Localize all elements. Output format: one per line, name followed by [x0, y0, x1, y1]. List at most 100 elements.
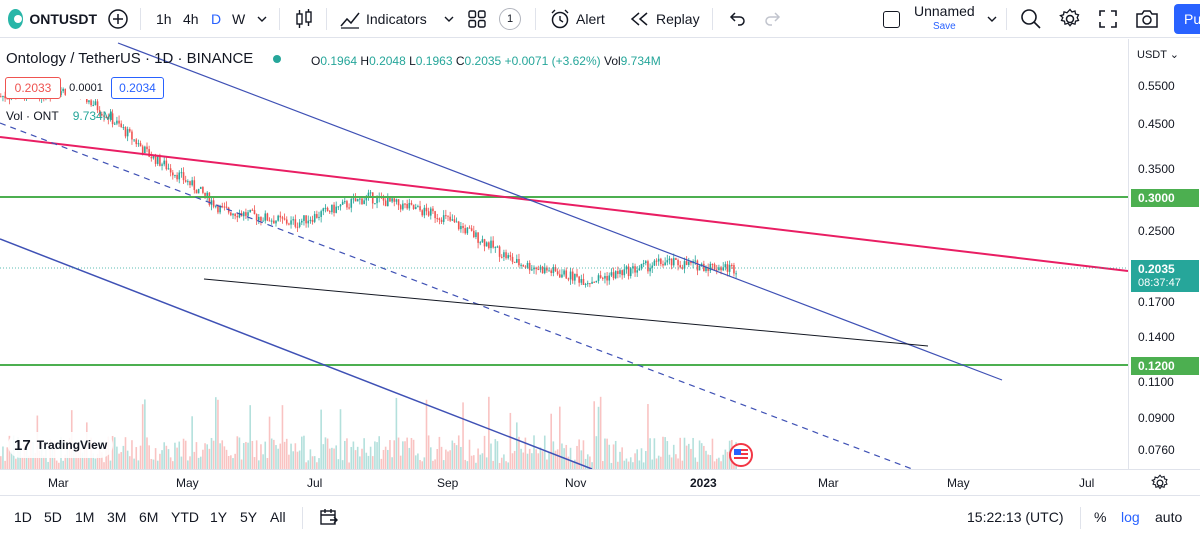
- layout-name-button[interactable]: Unnamed Save: [914, 0, 975, 38]
- tradingview-watermark[interactable]: 17 TradingView: [8, 432, 114, 458]
- volume-bar: [184, 440, 187, 469]
- indicators-label: Indicators: [366, 11, 427, 27]
- range-5y[interactable]: 5Y: [240, 509, 258, 525]
- candle-body: [638, 268, 641, 271]
- volume-bar: [206, 444, 208, 469]
- candle-body: [126, 129, 129, 137]
- volume-legend[interactable]: Vol · ONT 9.734M: [6, 109, 113, 123]
- candle-body: [217, 206, 219, 213]
- candle-body: [614, 271, 617, 279]
- chart-pane[interactable]: Ontology / TetherUS · 1D · BINANCE O0.19…: [0, 39, 1128, 469]
- layout-checkbox[interactable]: [883, 0, 900, 38]
- candle-body: [120, 123, 122, 128]
- candle-body: [608, 275, 611, 281]
- symbol-search-button[interactable]: ONTUSDT: [2, 4, 97, 34]
- alert-button[interactable]: Alert: [549, 0, 605, 38]
- buy-button[interactable]: 0.2034: [111, 77, 164, 99]
- volume-bar: [77, 447, 79, 469]
- snapshot-button[interactable]: [1135, 0, 1159, 38]
- layout-dropdown-button[interactable]: [986, 0, 998, 38]
- blue-channel-upper-line[interactable]: [117, 42, 1003, 381]
- scale-settings-button[interactable]: [1151, 474, 1169, 495]
- candle-body: [550, 270, 552, 273]
- redo-button[interactable]: [763, 0, 783, 38]
- volume-bar: [688, 443, 690, 469]
- auto-scale-toggle[interactable]: auto: [1155, 509, 1183, 525]
- volume-bar: [25, 449, 28, 469]
- log-scale-toggle[interactable]: log: [1121, 509, 1140, 525]
- timeframe-4h[interactable]: 4h: [183, 11, 199, 27]
- volume-bar: [242, 443, 245, 469]
- range-6m[interactable]: 6M: [139, 509, 159, 525]
- volume-bar: [197, 457, 200, 469]
- compare-symbol-button[interactable]: [107, 0, 129, 38]
- fullscreen-button[interactable]: [1098, 0, 1118, 38]
- black-support-trendline[interactable]: [203, 278, 929, 347]
- candle-body: [212, 200, 215, 207]
- volume-bar: [215, 397, 217, 469]
- templates-button[interactable]: [467, 0, 487, 38]
- candle-body: [135, 139, 138, 145]
- range-1d[interactable]: 1D: [14, 509, 32, 525]
- currency-selector[interactable]: USDT ⌄: [1137, 49, 1180, 61]
- indicators-button[interactable]: Indicators: [339, 0, 427, 38]
- search-button[interactable]: [1020, 0, 1042, 38]
- layout-save-label: Save: [932, 21, 956, 32]
- settings-button[interactable]: [1059, 0, 1081, 38]
- candle-body: [367, 192, 370, 197]
- candle-body: [324, 207, 327, 209]
- percent-scale-toggle[interactable]: %: [1094, 509, 1107, 525]
- range-ytd[interactable]: YTD: [171, 509, 199, 525]
- replay-button[interactable]: Replay: [629, 0, 700, 38]
- volume-bar: [230, 455, 232, 469]
- candle-body: [339, 204, 342, 207]
- timeframe-1w[interactable]: W: [232, 11, 246, 27]
- timeframe-1h[interactable]: 1h: [156, 11, 172, 27]
- range-5d[interactable]: 5D: [44, 509, 62, 525]
- candle-body: [359, 198, 361, 200]
- candle-body: [541, 266, 544, 274]
- range-all[interactable]: All: [270, 509, 286, 525]
- volume-bar: [219, 443, 221, 469]
- chart-type-button[interactable]: [293, 0, 315, 38]
- candle-body: [382, 197, 385, 201]
- candle-body: [255, 214, 258, 221]
- candle-body: [361, 198, 363, 205]
- indicators-dropdown-button[interactable]: [443, 0, 455, 38]
- candle-body: [436, 218, 439, 220]
- timeframe-1d[interactable]: D: [211, 11, 222, 27]
- red-trendline[interactable]: [0, 136, 1128, 272]
- volume-bar: [98, 447, 101, 469]
- time-scale[interactable]: Mar May Jul Sep Nov 2023 Mar May Jul: [0, 469, 1200, 495]
- volume-bar: [479, 454, 482, 469]
- timeframe-dropdown-button[interactable]: [256, 0, 268, 38]
- candle-body: [498, 246, 501, 257]
- blue-channel-middle-dashed-line[interactable]: [0, 122, 913, 469]
- range-3m[interactable]: 3M: [107, 509, 127, 525]
- volume-bar: [167, 449, 170, 469]
- publish-button[interactable]: Pu: [1174, 4, 1200, 34]
- price-chart[interactable]: [0, 39, 1128, 469]
- candle-body: [307, 220, 310, 224]
- templates-count-badge[interactable]: 1: [499, 0, 521, 38]
- candle-body: [552, 267, 555, 273]
- volume-bar: [445, 449, 447, 469]
- candle-body: [266, 213, 269, 221]
- blue-channel-lower-line[interactable]: [0, 238, 593, 469]
- volume-bar: [412, 439, 415, 469]
- volume-bar: [249, 405, 251, 469]
- range-1y[interactable]: 1Y: [210, 509, 228, 525]
- timezone-clock[interactable]: 15:22:13 (UTC): [967, 509, 1064, 525]
- us-flag-event-icon[interactable]: [729, 443, 753, 467]
- volume-bar: [137, 460, 140, 469]
- symbol-description[interactable]: Ontology / TetherUS · 1D · BINANCE: [6, 50, 254, 67]
- sell-button[interactable]: 0.2033: [5, 77, 61, 99]
- undo-button[interactable]: [727, 0, 747, 38]
- go-to-date-button[interactable]: [319, 496, 339, 537]
- candle-body: [672, 258, 675, 266]
- candle-body: [103, 115, 105, 117]
- price-scale[interactable]: USDT ⌄ 0.5500 0.4500 0.3500 0.3000 0.250…: [1128, 39, 1200, 469]
- volume-bar: [27, 455, 30, 469]
- volume-bar: [561, 443, 563, 469]
- range-1m[interactable]: 1M: [75, 509, 95, 525]
